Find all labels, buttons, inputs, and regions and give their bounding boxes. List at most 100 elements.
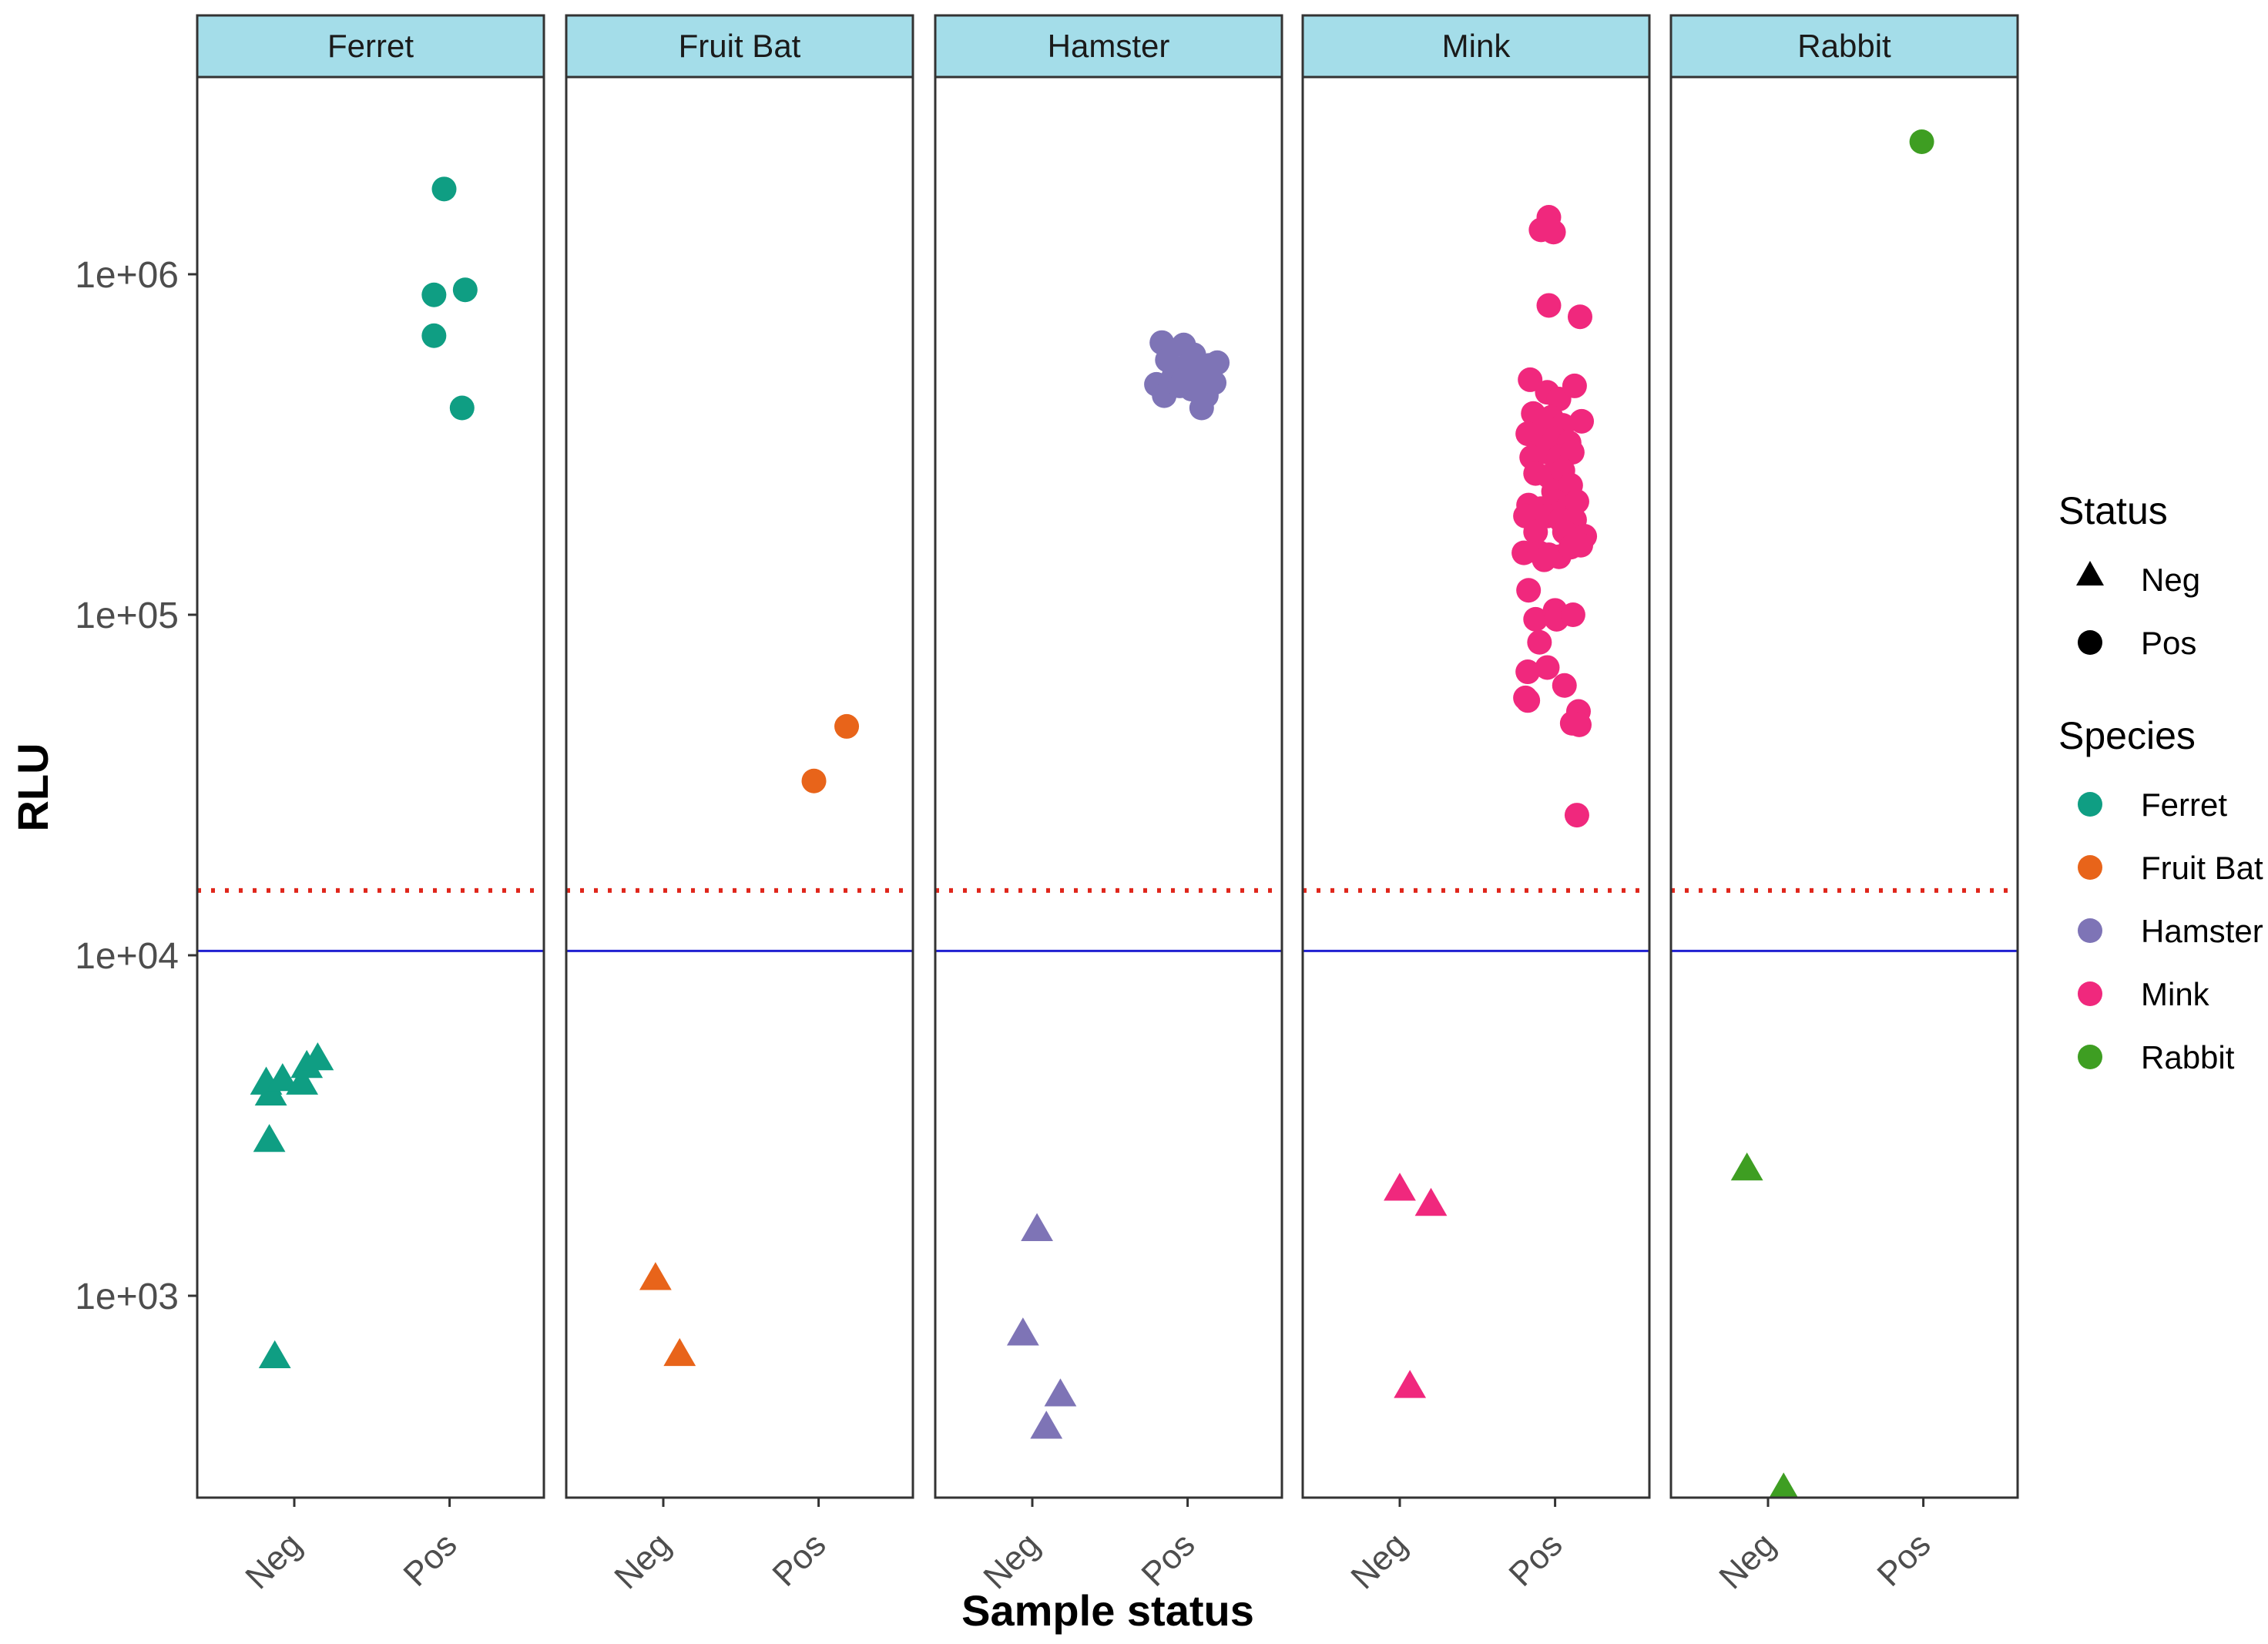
strip-fruit-bat: Fruit Bat [565,14,914,79]
point-mink-pos-63 [1564,803,1589,828]
point-ferret-neg-3 [286,1066,319,1095]
point-mink-pos-39 [1523,519,1548,545]
point-mink-pos-54 [1560,602,1585,627]
panel-ferret [197,77,544,1498]
point-hamster-pos-17 [1189,395,1214,421]
point-mink-pos-5 [1541,220,1566,245]
point-mink-pos-11 [1562,373,1587,398]
legend-fruit-bat-label: Fruit Bat [2141,850,2263,886]
point-mink-pos-62 [1566,712,1592,737]
legend-ferret-swatch [2078,792,2102,817]
y-tick-label-1e+04: 1e+04 [75,936,179,977]
point-mink-pos-48 [1532,547,1557,572]
point-mink-pos-50 [1523,606,1548,632]
x-tick-label-fruit-bat-pos: Pos [765,1525,833,1593]
legend-mink-label: Mink [2141,976,2210,1012]
x-tick-label-hamster-pos: Pos [1134,1525,1202,1593]
point-mink-pos-49 [1516,578,1542,603]
point-ferret-neg-2 [266,1063,299,1092]
x-axis: Neg Pos Neg Pos Neg Pos Neg Pos Neg Pos [238,1498,1938,1596]
point-rabbit-pos-2 [1909,129,1934,154]
points-ferret [250,176,478,1369]
y-tick-label-1e+06: 1e+06 [75,255,179,296]
strip-label-ferret: Ferret [327,28,414,64]
point-ferret-pos-9 [421,323,447,348]
legend-species-title: Species [2058,714,2196,757]
legend-fruit-bat-swatch [2078,855,2102,880]
legend-rabbit-swatch [2078,1045,2102,1069]
points-hamster [1006,330,1230,1439]
point-hamster-neg-0 [1021,1213,1053,1241]
points-fruit-bat [639,713,860,1367]
panel-rabbit [1671,77,2018,1498]
point-mink-pos-24 [1559,440,1585,465]
point-mink-pos-34 [1564,489,1589,515]
point-mink-pos-7 [1568,304,1592,330]
point-mink-pos-6 [1536,293,1562,318]
y-tick-label-1e+03: 1e+03 [75,1277,179,1317]
point-fruit-bat-neg-0 [639,1262,672,1290]
x-tick-label-mink-pos: Pos [1501,1525,1569,1593]
strip-label-hamster: Hamster [1048,28,1170,64]
strip-hamster: Hamster [934,14,1283,79]
point-ferret-pos-8 [421,282,447,307]
legend-triangle-icon [2076,561,2104,585]
point-fruit-bat-pos-2 [801,768,827,793]
x-axis-title: Sample status [961,1586,1254,1635]
x-tick-label-rabbit-pos: Pos [1870,1525,1938,1593]
point-ferret-pos-12 [449,395,475,421]
legend-ferret-label: Ferret [2141,787,2227,823]
y-axis: 1e+03 1e+04 1e+05 1e+06 [75,255,197,1317]
strip-rabbit: Rabbit [1669,14,2019,79]
point-mink-pos-59 [1515,688,1541,713]
points-mink [1384,205,1598,1398]
point-mink-pos-57 [1552,673,1577,698]
strip-mink: Mink [1301,14,1651,79]
point-rabbit-neg-0 [1730,1152,1763,1181]
legend: Status Neg Pos Species Ferret Fruit Bat … [2058,489,2263,1075]
strip-label-mink: Mink [1442,28,1511,64]
point-mink-pos-56 [1535,655,1560,680]
point-mink-neg-0 [1384,1173,1416,1201]
point-hamster-pos-18 [1202,370,1227,395]
points-rabbit [1730,129,1934,1498]
point-mink-neg-1 [1414,1187,1448,1216]
legend-hamster-swatch [2078,918,2102,943]
point-mink-pos-47 [1568,532,1594,558]
point-ferret-neg-6 [253,1123,286,1152]
point-hamster-neg-2 [1044,1378,1077,1407]
cutoff-lines [197,887,2018,952]
x-tick-label-ferret-pos: Pos [396,1525,464,1593]
point-mink-pos-51 [1527,629,1552,655]
x-tick-label-mink-neg: Neg [1344,1525,1414,1596]
legend-status-neg: Neg [2141,562,2200,598]
point-hamster-neg-1 [1006,1317,1039,1346]
panel-borders [196,75,2019,1499]
data-points [250,129,1934,1498]
strip-ferret: Ferret [196,14,545,79]
point-fruit-bat-pos-3 [834,713,860,739]
strip-label-fruit-bat: Fruit Bat [679,28,801,64]
legend-rabbit-label: Rabbit [2141,1039,2235,1075]
point-mink-pos-55 [1515,659,1541,685]
point-ferret-neg-1 [254,1077,287,1106]
legend-status-title: Status [2058,489,2168,532]
point-rabbit-neg-1 [1769,1472,1799,1498]
point-hamster-neg-3 [1030,1411,1063,1439]
point-ferret-neg-7 [258,1340,291,1369]
legend-mink-swatch [2078,981,2102,1006]
panel-mink [1303,77,1649,1498]
point-fruit-bat-neg-1 [663,1337,696,1367]
panel-fruit-bat [566,77,913,1498]
x-tick-label-ferret-neg: Neg [238,1525,309,1596]
point-hamster-pos-21 [1184,358,1209,384]
y-axis-title: RLU [8,743,57,831]
x-tick-label-rabbit-neg: Neg [1712,1525,1783,1596]
point-ferret-neg-5 [301,1042,334,1071]
legend-status-pos: Pos [2141,625,2196,661]
point-mink-pos-8 [1518,367,1543,392]
strip-label-rabbit: Rabbit [1797,28,1891,64]
point-ferret-pos-11 [452,277,478,303]
point-mink-pos-16 [1569,408,1595,434]
